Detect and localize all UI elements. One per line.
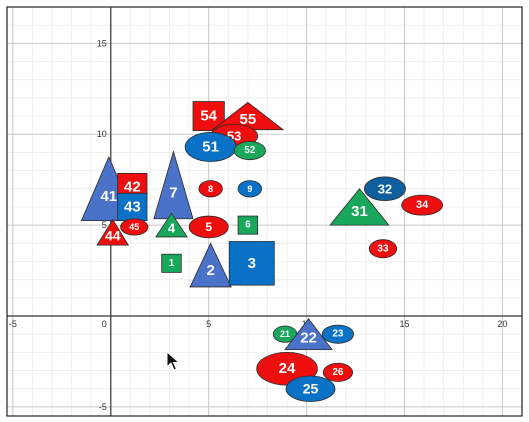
marker-label: 44 — [105, 227, 121, 243]
marker-label: 52 — [244, 145, 256, 156]
marker-1: 1 — [161, 253, 182, 273]
ellipse-45 — [120, 218, 149, 236]
marker-label: 23 — [332, 329, 344, 340]
marker-31: 31 — [329, 188, 390, 226]
marker-label: 3 — [248, 255, 256, 272]
ellipse-8 — [198, 180, 223, 198]
marker-label: 34 — [416, 199, 429, 211]
marker-8: 8 — [198, 180, 223, 198]
ellipse-25 — [285, 375, 336, 402]
marker-label: 8 — [208, 184, 213, 194]
marker-label: 55 — [240, 111, 257, 128]
marker-label: 2 — [206, 262, 214, 279]
ellipse-34 — [401, 194, 444, 216]
marker-9: 9 — [237, 180, 262, 198]
square-3 — [228, 241, 275, 286]
ellipse-5 — [188, 215, 229, 239]
ellipse-32 — [363, 176, 406, 201]
y-tick-label: 15 — [97, 38, 107, 48]
y-tick-label: 5 — [102, 220, 107, 230]
square-6 — [237, 215, 259, 235]
marker-25: 25 — [285, 375, 336, 402]
minor-gridlines — [7, 6, 523, 416]
marker-label: 43 — [124, 198, 141, 215]
axes — [7, 7, 522, 416]
marker-23: 23 — [321, 324, 354, 344]
marker-label: 42 — [124, 178, 141, 195]
marker-34: 34 — [401, 194, 444, 216]
triangle-31 — [329, 188, 390, 226]
marker-label: 54 — [200, 108, 217, 125]
mouse-pointer-icon — [166, 351, 180, 371]
marker-6: 6 — [237, 215, 259, 235]
ellipse-33 — [368, 239, 398, 259]
marker-label: 7 — [169, 185, 177, 202]
marker-5: 5 — [188, 215, 229, 239]
marker-26: 26 — [322, 362, 354, 382]
triangle-4 — [155, 212, 188, 238]
y-tick-label: -5 — [99, 402, 107, 412]
marker-32: 32 — [363, 176, 406, 201]
marker-3: 3 — [228, 241, 275, 286]
marker-label: 33 — [377, 243, 389, 254]
triangle-22 — [284, 318, 333, 351]
marker-label: 31 — [351, 203, 368, 220]
marker-label: 24 — [279, 360, 296, 377]
marker-2: 2 — [189, 242, 232, 288]
marker-label: 32 — [378, 181, 392, 196]
x-tick-label: -5 — [9, 319, 17, 329]
major-gridlines — [7, 7, 522, 416]
marker-55: 55 — [211, 101, 285, 131]
x-tick-label: 5 — [206, 319, 211, 329]
x-tick-label: 20 — [497, 319, 507, 329]
ellipse-52 — [233, 141, 266, 161]
marker-label: 4 — [168, 220, 176, 235]
ellipse-9 — [237, 180, 262, 198]
marker-label: 45 — [129, 222, 139, 232]
marker-label: 1 — [169, 258, 175, 269]
square-1 — [161, 253, 182, 273]
triangle-44 — [96, 218, 130, 246]
ellipse-26 — [322, 362, 354, 382]
marker-label: 6 — [245, 220, 251, 231]
marker-label: 25 — [303, 381, 319, 397]
marker-label: 5 — [205, 220, 212, 234]
x-tick-label: 15 — [400, 319, 410, 329]
y-tick-label: 10 — [97, 129, 107, 139]
marker-4: 4 — [155, 212, 188, 238]
marker-label: 41 — [100, 188, 117, 205]
marker-label: 9 — [247, 184, 252, 194]
marker-43: 43 — [117, 192, 148, 221]
marker-22: 22 — [284, 318, 333, 351]
marker-label: 26 — [332, 367, 344, 378]
marker-label: 51 — [202, 138, 219, 155]
ellipse-23 — [321, 324, 354, 344]
triangle-2 — [189, 242, 232, 288]
marker-52: 52 — [233, 141, 266, 161]
marker-label: 21 — [280, 329, 290, 339]
origin-label: 0 — [102, 319, 107, 329]
plot-border — [6, 6, 523, 417]
marker-label: 22 — [300, 329, 317, 346]
marker-51: 51 — [184, 132, 237, 162]
marker-33: 33 — [368, 239, 398, 259]
marker-44: 44 — [96, 218, 130, 246]
marker-7: 7 — [153, 150, 194, 220]
square-43 — [117, 192, 148, 221]
marker-45: 45 — [120, 218, 149, 236]
